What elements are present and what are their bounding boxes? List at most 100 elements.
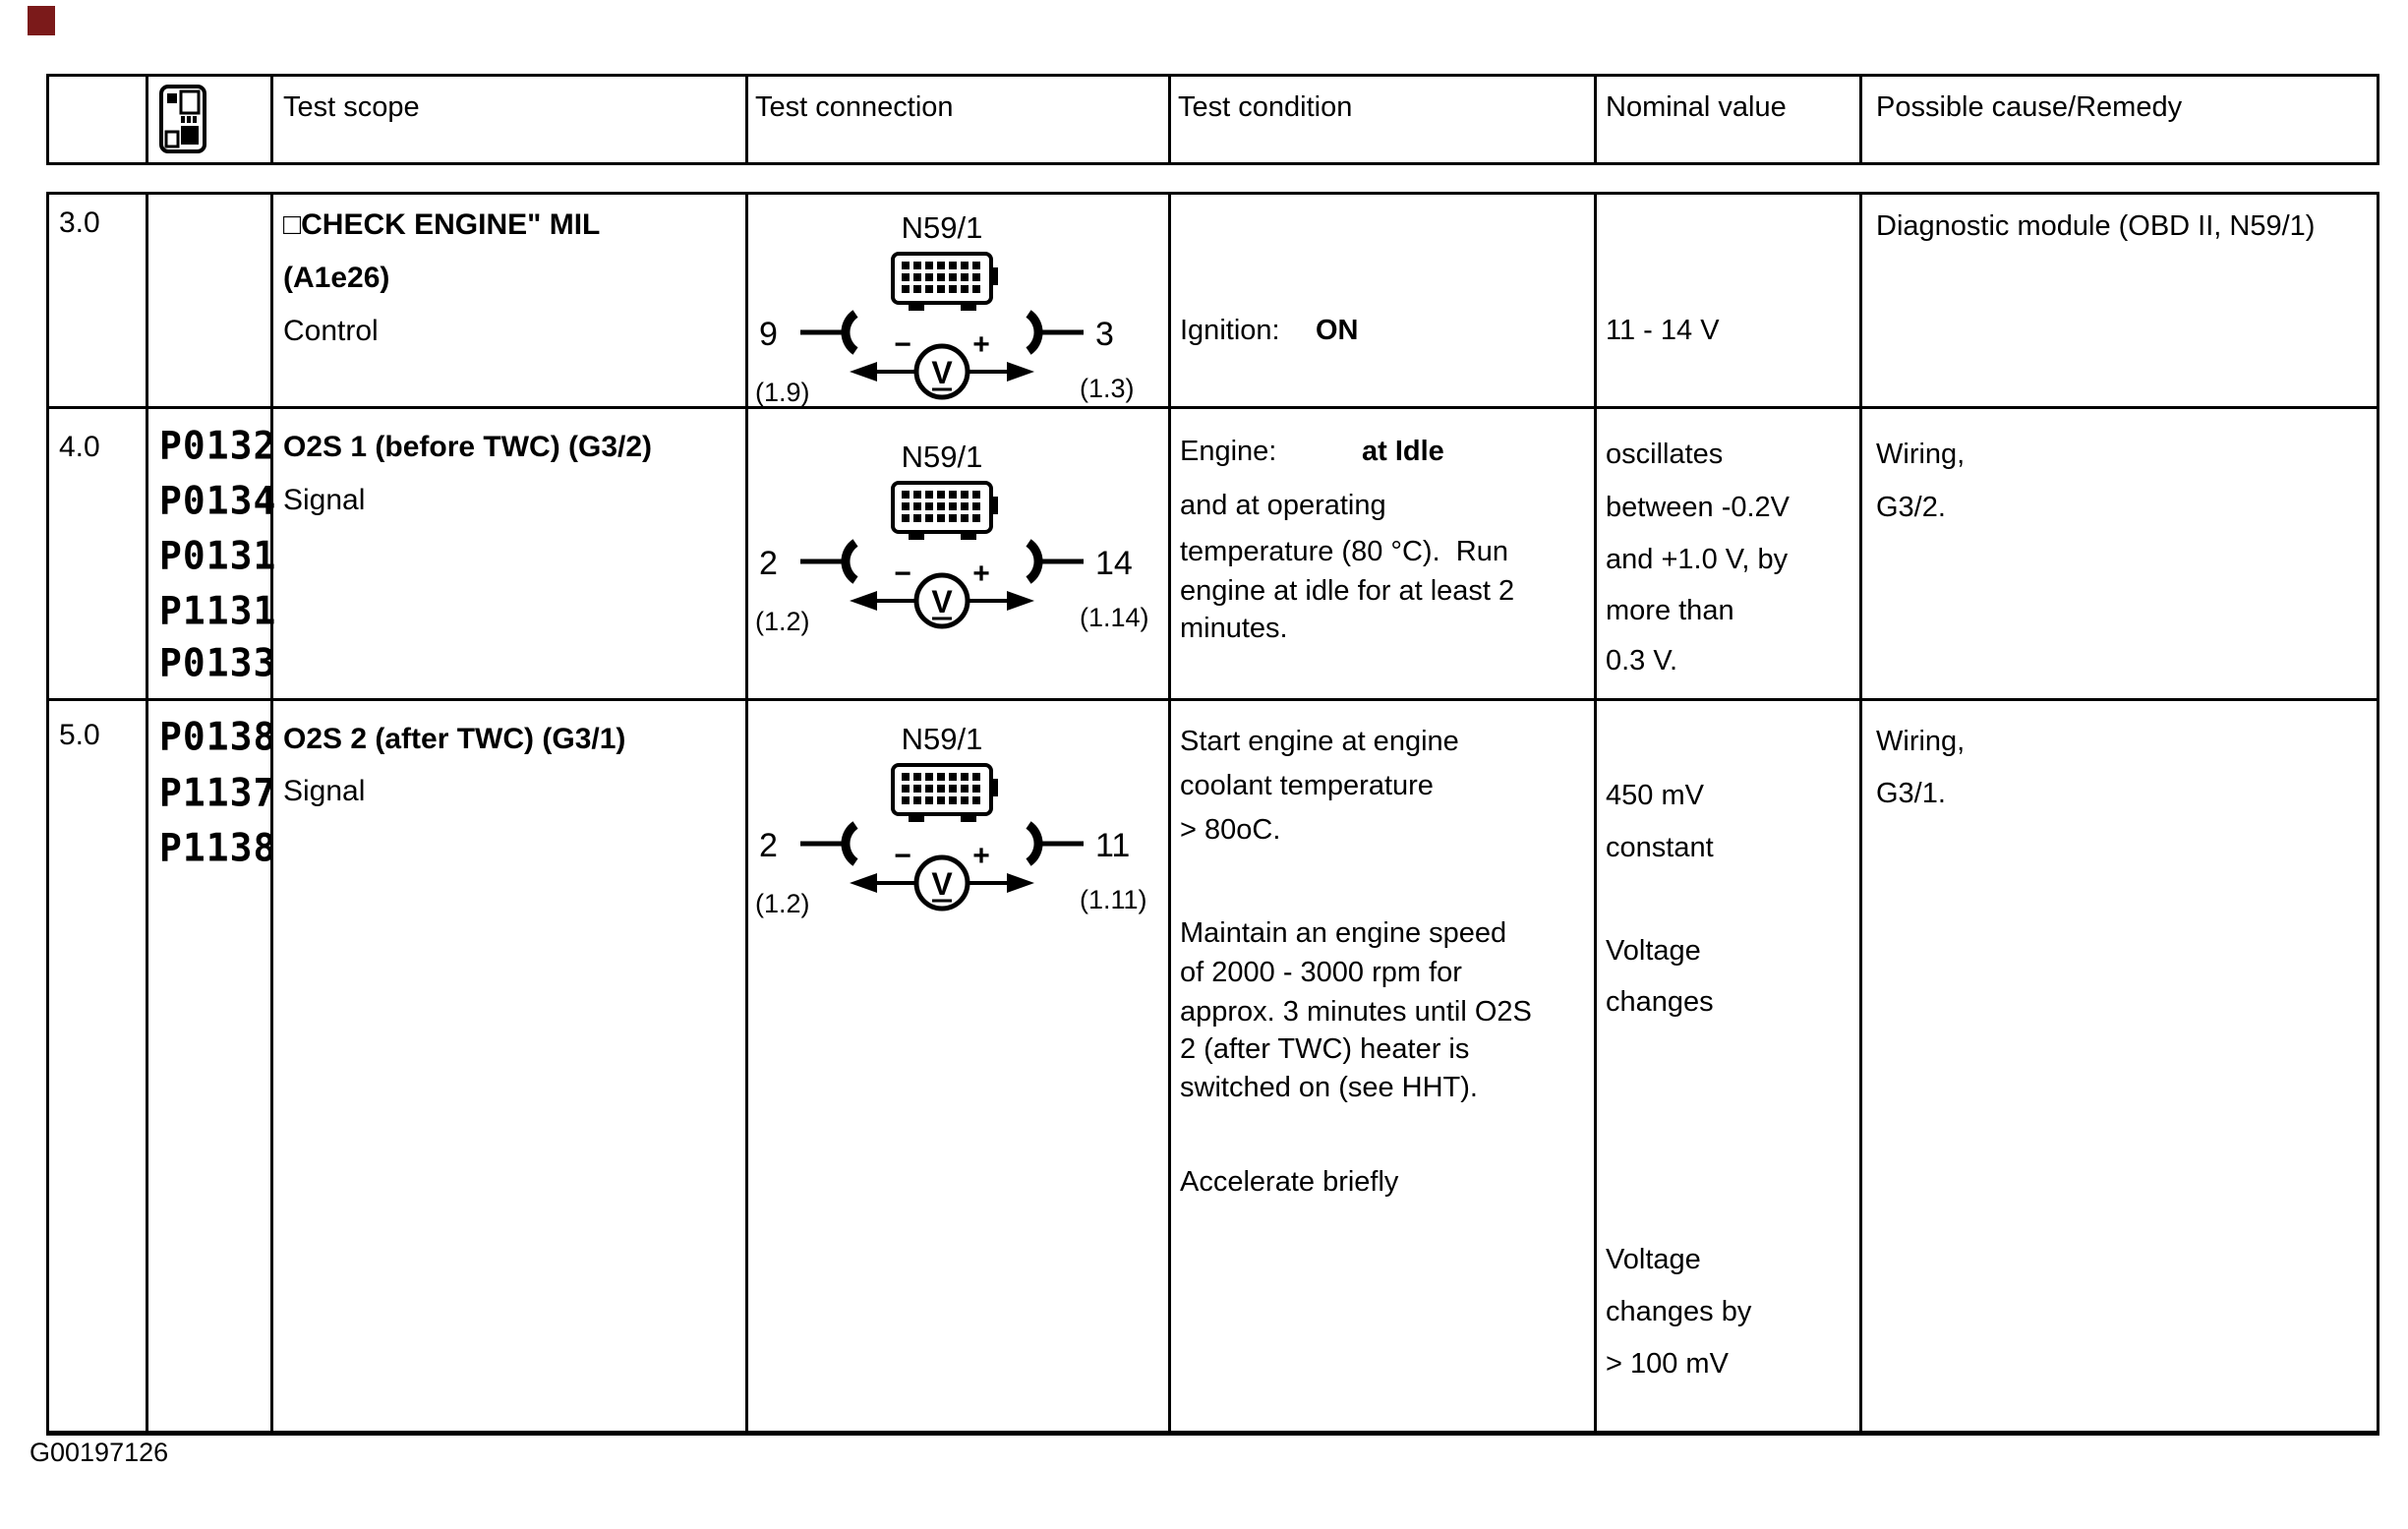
row-number: 4.0 <box>59 431 100 463</box>
possible-cause-line: Wiring, <box>1876 439 1966 470</box>
test-scope-line: O2S 2 (after TWC) (G3/1) <box>283 723 626 755</box>
nominal-value-line: changes by <box>1606 1296 1752 1327</box>
left-pin-number: 2 <box>759 545 778 582</box>
right-pin-number: 11 <box>1095 827 1130 864</box>
column-divider <box>745 77 748 162</box>
control-module-icon <box>891 481 998 540</box>
possible-cause-line: G3/1. <box>1876 778 1946 809</box>
column-divider <box>1594 77 1597 162</box>
column-divider <box>745 195 748 1431</box>
header-possible-cause: Possible cause/Remedy <box>1876 91 2183 123</box>
nominal-value-line: Voltage <box>1606 1244 1701 1275</box>
test-condition-value: at Idle <box>1362 436 1444 467</box>
left-pin-sublabel: (1.2) <box>755 889 810 918</box>
nominal-value-line: constant <box>1606 832 1714 863</box>
column-divider <box>270 195 273 1431</box>
voltmeter-minus: − <box>894 840 911 872</box>
module-label: N59/1 <box>902 210 983 245</box>
row-divider <box>49 406 2377 409</box>
possible-cause: Diagnostic module (OBD II, N59/1) <box>1876 210 2316 242</box>
voltmeter-v: V <box>931 584 953 619</box>
voltmeter-minus: − <box>894 328 911 361</box>
possible-cause-line: G3/2. <box>1876 492 1946 523</box>
row-divider <box>49 698 2377 701</box>
column-divider <box>146 195 148 1431</box>
test-condition-line: Accelerate briefly <box>1180 1166 1399 1198</box>
voltmeter-icon: V − + <box>850 558 1034 629</box>
column-divider <box>1168 77 1171 162</box>
left-socket-symbol <box>841 539 858 584</box>
test-condition-line: Start engine at engine <box>1180 726 1459 757</box>
scan-artifact-mark <box>28 6 55 35</box>
possible-cause-line: Wiring, <box>1876 726 1966 757</box>
nominal-value-line: between -0.2V <box>1606 492 1791 523</box>
nominal-value-line: > 100 mV <box>1606 1348 1729 1380</box>
left-pin-sublabel: (1.2) <box>755 607 810 636</box>
voltmeter-minus: − <box>894 558 911 590</box>
nominal-value-line: more than <box>1606 595 1734 626</box>
voltmeter-icon: V − + <box>850 840 1034 912</box>
voltmeter-plus: + <box>972 840 990 872</box>
test-condition-line: of 2000 - 3000 rpm for <box>1180 957 1462 988</box>
right-pin-sublabel: (1.3) <box>1080 374 1135 403</box>
dtc-code: P1131 <box>159 588 277 633</box>
column-divider <box>1859 77 1862 162</box>
right-pin-sublabel: (1.11) <box>1080 885 1147 914</box>
test-condition-line: switched on (see HHT). <box>1180 1072 1478 1103</box>
header-test-condition: Test condition <box>1178 91 1353 123</box>
header-test-scope: Test scope <box>283 91 420 123</box>
nominal-value-line: changes <box>1606 986 1714 1018</box>
voltmeter-plus: + <box>972 558 990 590</box>
test-connection-diagram: N59/1 2 11 <box>755 722 1147 918</box>
control-module-icon <box>891 252 998 311</box>
voltmeter-v: V <box>931 866 953 902</box>
right-socket-symbol <box>1026 821 1043 866</box>
dtc-code: P0134 <box>159 478 277 523</box>
right-pin-number: 14 <box>1095 545 1133 582</box>
row-number: 5.0 <box>59 719 100 751</box>
nominal-value-line: 450 mV <box>1606 780 1704 811</box>
test-scope-line: Signal <box>283 775 366 807</box>
table-body: 3.0 □CHECK ENGINE" MIL (A1e26) Control N… <box>46 192 2379 1436</box>
left-socket-symbol <box>841 310 858 355</box>
figure-number: G00197126 <box>29 1438 169 1467</box>
dtc-code: P0133 <box>159 640 277 685</box>
nominal-value-line: Voltage <box>1606 935 1701 967</box>
dtc-code: P0132 <box>159 423 277 468</box>
test-condition-line: engine at idle for at least 2 <box>1180 575 1515 607</box>
row-number: 3.0 <box>59 206 100 239</box>
column-divider <box>270 77 273 162</box>
test-condition-line: 2 (after TWC) heater is <box>1180 1033 1470 1065</box>
nominal-value-line: 0.3 V. <box>1606 645 1678 676</box>
column-divider <box>146 77 148 162</box>
handheld-tester-icon <box>159 85 206 153</box>
voltmeter-icon: V − + <box>850 328 1034 400</box>
test-connection-diagram: N59/1 2 14 <box>755 440 1149 636</box>
test-scope-line: O2S 1 (before TWC) (G3/2) <box>283 431 653 463</box>
column-divider <box>1594 195 1597 1431</box>
header-nominal-value: Nominal value <box>1606 91 1787 123</box>
voltmeter-plus: + <box>972 328 990 361</box>
control-module-icon <box>891 763 998 822</box>
test-condition-label: Engine: <box>1180 436 1277 467</box>
nominal-value-line: oscillates <box>1606 439 1724 470</box>
module-label: N59/1 <box>902 722 983 756</box>
right-pin-sublabel: (1.14) <box>1080 603 1149 632</box>
header-test-connection: Test connection <box>755 91 954 123</box>
test-condition-line: approx. 3 minutes until O2S <box>1180 996 1532 1028</box>
right-pin-number: 3 <box>1095 316 1114 353</box>
nominal-value: 11 - 14 V <box>1606 315 1720 346</box>
right-socket-symbol <box>1026 539 1043 584</box>
module-label: N59/1 <box>902 440 983 474</box>
right-socket-symbol <box>1026 310 1043 355</box>
test-condition-line: Maintain an engine speed <box>1180 917 1507 949</box>
test-condition-line: and at operating <box>1180 490 1386 521</box>
test-connection-diagram: N59/1 9 3 <box>755 210 1135 407</box>
test-condition-line: minutes. <box>1180 613 1288 644</box>
nominal-value-line: and +1.0 V, by <box>1606 544 1789 575</box>
dtc-code: P0131 <box>159 533 277 578</box>
dtc-code: P1137 <box>159 770 277 815</box>
dtc-code: P0138 <box>159 714 277 759</box>
test-scope-line: Signal <box>283 484 366 516</box>
